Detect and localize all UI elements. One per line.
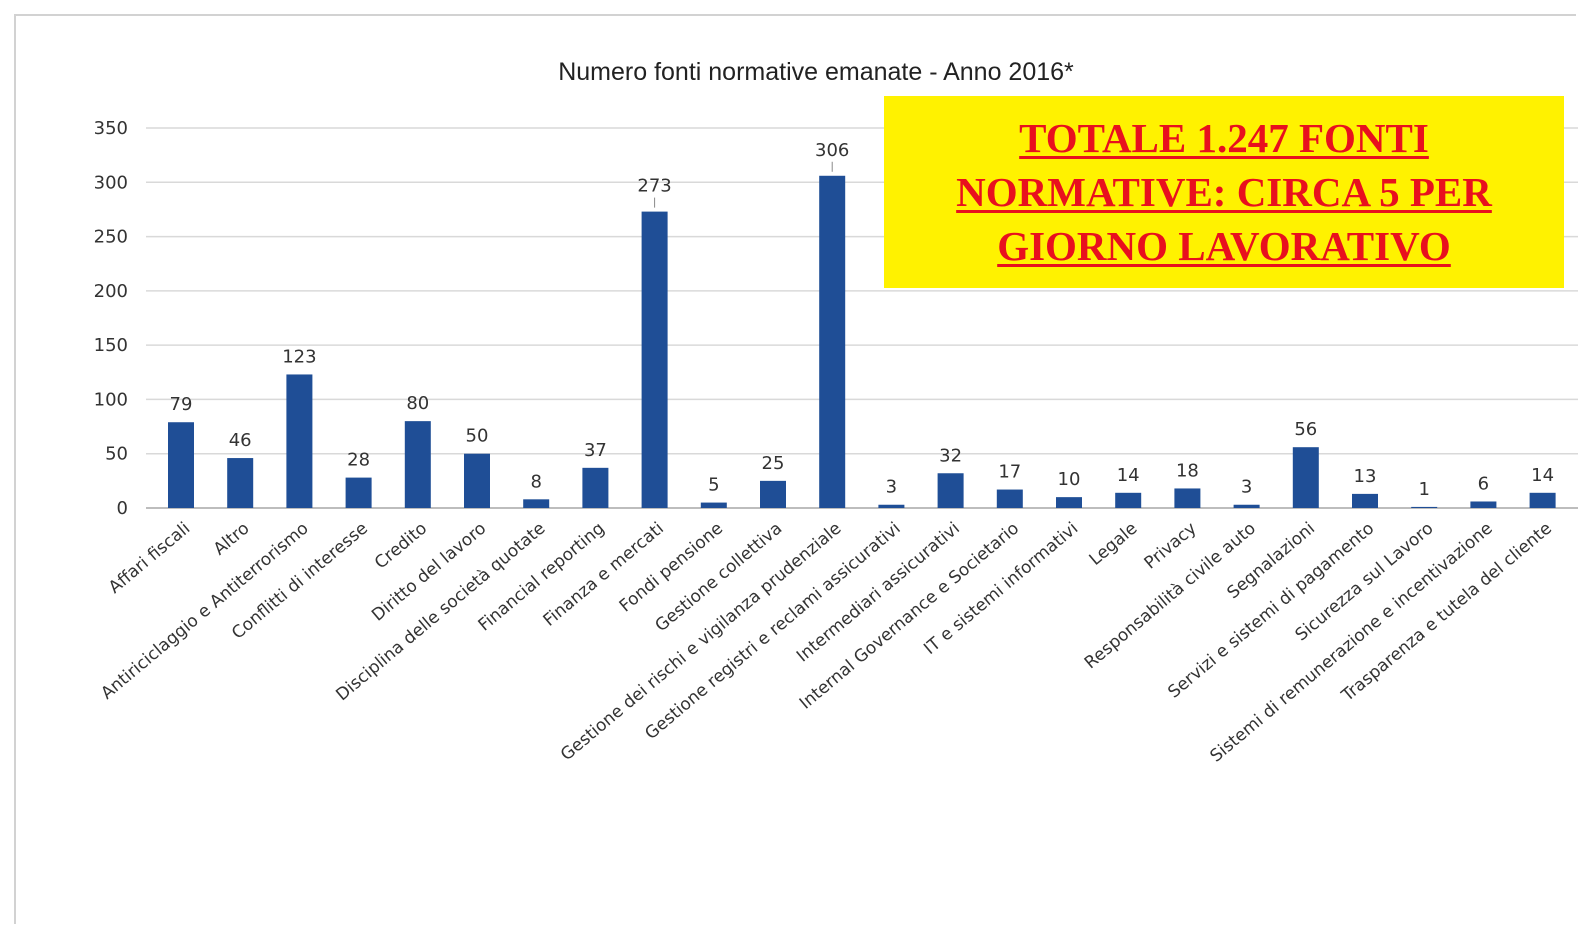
value-label: 25 <box>762 453 785 474</box>
value-label: 32 <box>939 445 962 466</box>
value-label: 3 <box>1241 477 1252 498</box>
bar <box>227 458 254 508</box>
value-label: 46 <box>229 430 252 451</box>
category-label: Altro <box>210 519 254 560</box>
category-label: Servizi e sistemi di pagamento <box>1164 519 1378 703</box>
bar <box>582 467 609 508</box>
bar <box>760 480 786 508</box>
value-label: 6 <box>1478 473 1489 494</box>
category-label: Antiriciclaggio e Antiterrorismo <box>97 519 312 704</box>
value-label: 14 <box>1117 465 1140 486</box>
bar <box>937 473 964 508</box>
value-label: 56 <box>1294 419 1317 440</box>
value-label: 17 <box>998 462 1021 483</box>
y-tick-label: 50 <box>105 444 128 465</box>
bar <box>464 453 490 508</box>
y-tick-label: 350 <box>94 118 128 139</box>
value-label: 28 <box>347 450 370 471</box>
bar <box>1174 488 1201 508</box>
total-callout-text: TOTALE 1.247 FONTI NORMATIVE: CIRCA 5 PE… <box>956 115 1492 269</box>
y-tick-label: 250 <box>94 227 128 248</box>
bar <box>1056 497 1082 508</box>
bar <box>700 502 727 508</box>
value-label: 79 <box>170 394 193 415</box>
bar <box>996 489 1023 508</box>
category-label: Trasparenza e tutela del cliente <box>1337 519 1556 707</box>
value-label: 8 <box>530 471 541 492</box>
bar <box>1470 501 1497 508</box>
value-label: 306 <box>815 140 849 161</box>
value-label: 37 <box>584 440 607 461</box>
value-label: 14 <box>1531 465 1554 486</box>
bar <box>523 499 550 508</box>
bar <box>1529 492 1556 508</box>
category-label: Internal Governance e Societario <box>796 519 1023 714</box>
bar <box>1115 492 1142 508</box>
category-label: Fondi pensione <box>616 519 727 617</box>
bar <box>345 477 372 508</box>
bar <box>1352 493 1378 508</box>
y-tick-label: 300 <box>94 172 128 193</box>
y-axis-ticks: 0 50 100 150 200 250 300 350 <box>94 118 128 519</box>
value-label: 5 <box>708 475 719 496</box>
value-label: 123 <box>282 346 316 367</box>
bar <box>1233 504 1260 508</box>
value-label: 13 <box>1354 466 1377 487</box>
category-label: Affari fiscali <box>105 519 194 598</box>
bar <box>819 175 846 508</box>
bar <box>1411 506 1438 508</box>
bar <box>286 374 313 508</box>
value-label: 3 <box>886 477 897 498</box>
y-tick-label: 100 <box>94 389 128 410</box>
total-callout: TOTALE 1.247 FONTI NORMATIVE: CIRCA 5 PE… <box>884 96 1564 288</box>
value-label: 80 <box>406 393 429 414</box>
bar <box>168 422 194 508</box>
bar <box>641 211 668 508</box>
value-label: 1 <box>1418 479 1429 500</box>
category-label: Disciplina delle società quotate <box>332 519 549 706</box>
bar <box>878 504 905 508</box>
category-label: Legale <box>1086 519 1142 570</box>
bar <box>404 421 431 508</box>
chart-title: Numero fonti normative emanate - Anno 20… <box>558 58 1074 86</box>
y-tick-label: 200 <box>94 281 128 302</box>
value-label: 273 <box>637 176 671 197</box>
value-labels: 79 46 123 28 80 50 8 37 273 5 25 306 3 32 17 10 14 18 3 56 1… <box>170 140 1555 500</box>
y-tick-label: 150 <box>94 335 128 356</box>
value-label: 10 <box>1058 469 1081 490</box>
value-label: 50 <box>466 426 489 447</box>
bars <box>168 175 1556 508</box>
y-tick-label: 0 <box>117 498 128 519</box>
bar <box>1292 447 1319 508</box>
value-label: 18 <box>1176 460 1199 481</box>
